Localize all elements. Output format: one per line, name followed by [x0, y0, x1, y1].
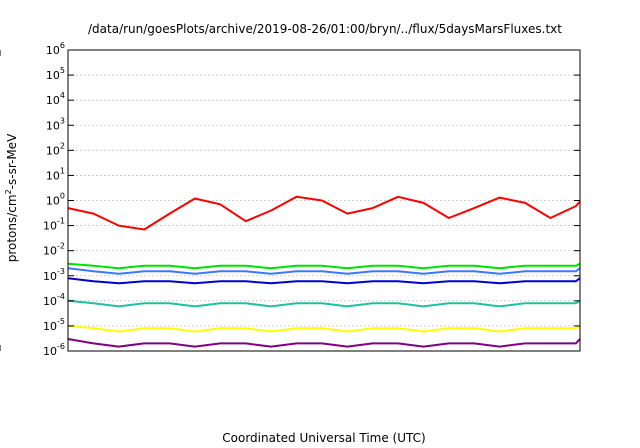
y-tick-label: 104	[46, 91, 65, 107]
x-axis-label: Coordinated Universal Time (UTC)	[222, 431, 425, 445]
series-line	[67, 324, 581, 333]
y-tick-label: 106	[46, 41, 65, 57]
series-line	[67, 299, 581, 308]
y-tick-label: 10-1	[43, 217, 65, 233]
series-line	[67, 267, 581, 275]
y-tick-label: 10-6	[43, 342, 65, 358]
series-line	[67, 277, 581, 285]
series-line	[67, 338, 581, 348]
y-tick-label: 10-4	[43, 292, 65, 308]
y-tick-label: 102	[46, 141, 65, 157]
y-tick-label: 10-5	[43, 317, 65, 333]
y-ticks: 10-6 10-5 10-4 10-3 10-2 10-1 100 101 102 103 104 1…	[43, 41, 580, 358]
y-tick-label: 105	[46, 66, 65, 82]
y-axis-label: protons/cm2-s-sr-MeV	[4, 133, 19, 262]
y-tick-label: 10-3	[43, 267, 65, 283]
series-line	[67, 262, 581, 270]
grid	[68, 74, 580, 327]
y-axis-label-prefix: protons/cm	[5, 194, 19, 262]
series-line	[67, 195, 581, 231]
chart-title: /data/run/goesPlots/archive/2019-08-26/0…	[88, 22, 562, 36]
y-tick-label: 10-2	[43, 242, 65, 258]
y-tick-label: 103	[46, 116, 65, 132]
y-axis-label-sup: 2	[4, 189, 13, 194]
y-tick-label: 100	[46, 192, 65, 208]
y-axis-label-suffix: -s-sr-MeV	[5, 133, 19, 189]
series-lines	[67, 195, 581, 348]
y-tick-label: 101	[46, 166, 65, 182]
